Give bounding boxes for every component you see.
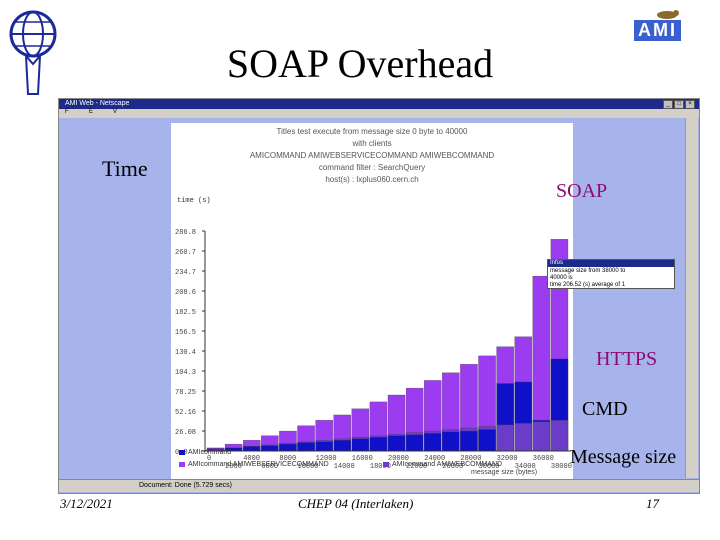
x-tick-label: 14000 — [334, 463, 355, 471]
y-tick-label: 104.3 — [175, 369, 196, 377]
legend-item-2: AMIcommand AMIWEBSERVICECOMMAND — [179, 461, 329, 468]
window-title: AMI Web - Netscape — [65, 100, 130, 107]
annotation-soap: SOAP — [556, 180, 608, 202]
legend-swatch-1 — [179, 449, 185, 455]
bar — [315, 441, 333, 452]
atlas-logo — [9, 10, 57, 95]
menu-item-file[interactable]: F — [65, 109, 69, 115]
y-tick-label: 286.8 — [175, 229, 196, 237]
bar — [478, 429, 496, 452]
footer-page: 17 — [646, 496, 659, 511]
x-tick-label: 22000 — [406, 463, 427, 471]
y-tick-label: 156.5 — [175, 329, 196, 337]
bar — [550, 420, 569, 452]
legend-label-1: AMIcommand — [188, 449, 232, 456]
bar-chart: 0.026.0852.1678.25104.3130.4156.5182.520… — [175, 229, 572, 476]
x-tick-label: 28000 — [460, 455, 481, 463]
x-axis-label: message size (bytes) — [471, 469, 537, 476]
bar — [279, 443, 297, 452]
bar — [297, 442, 315, 452]
x-tick-label: 16000 — [352, 455, 373, 463]
x-tick-label: 24000 — [424, 455, 445, 463]
y-tick-label: 182.5 — [175, 309, 196, 317]
x-tick-label: 30000 — [479, 463, 500, 471]
info-tooltip: Infos message size from 38000 to 40000 i… — [547, 259, 675, 289]
y-tick-label: 52.16 — [175, 409, 196, 417]
browser-window: AMI Web - Netscape _ □ × F E V Titles te… — [58, 98, 700, 494]
bar — [387, 435, 406, 452]
y-tick-label: 26.08 — [175, 429, 196, 437]
window-titlebar: AMI Web - Netscape _ □ × — [59, 99, 699, 109]
legend-label-3: AMIcommand AMIWEBCOMMAND — [392, 461, 503, 468]
ami-logo: AMI — [630, 8, 702, 42]
tooltip-line-1: message size from 38000 to — [550, 268, 626, 274]
y-tick-label: 234.7 — [175, 269, 196, 277]
tooltip-body: message size from 38000 to 40000 is time… — [548, 267, 674, 290]
status-bar: Document: Done (5.729 secs) — [59, 479, 699, 492]
bar — [369, 437, 388, 452]
menu-item-edit[interactable]: E — [89, 109, 94, 115]
x-tick-label: 20000 — [388, 455, 409, 463]
y-axis-label: time (s) — [177, 197, 211, 205]
legend-item-1: AMIcommand — [179, 449, 231, 456]
menu-item-view[interactable]: V — [113, 109, 118, 115]
chart-title-line-4: command filter : SearchQuery — [318, 163, 426, 172]
bar — [496, 424, 514, 452]
legend-swatch-3 — [383, 461, 389, 467]
bar — [261, 445, 279, 452]
bar — [351, 438, 370, 452]
bar — [442, 431, 460, 452]
y-tick-label: 130.4 — [175, 349, 196, 357]
y-tick-label: 208.6 — [175, 289, 196, 297]
bar — [243, 446, 261, 452]
x-tick-label: 32000 — [497, 455, 518, 463]
x-tick-label: 34000 — [515, 463, 536, 471]
bar — [460, 430, 478, 452]
y-tick-label: 260.7 — [175, 249, 196, 257]
bar — [514, 423, 532, 452]
tooltip-line-3: time 206.52 (s) average of 1 — [550, 282, 626, 288]
tooltip-header: Infos — [548, 260, 674, 267]
bar — [424, 433, 442, 452]
x-tick-label: 18000 — [370, 463, 391, 471]
chart-title-line-5: host(s) : lxplus060.cern.ch — [325, 175, 419, 184]
x-tick-label: 2000 — [225, 463, 242, 471]
annotation-time: Time — [102, 156, 148, 181]
menu-bar: F E V — [59, 109, 699, 118]
chart-title-line-1: Titles test execute from message size 0 … — [276, 127, 468, 136]
x-tick-label: 36000 — [533, 455, 554, 463]
bar — [333, 440, 351, 452]
ami-logo-text: AMI — [634, 20, 681, 41]
legend-swatch-2 — [179, 461, 185, 467]
annotation-https: HTTPS — [596, 348, 658, 370]
y-tick-label: 78.25 — [175, 389, 196, 397]
footer-date: 3/12/2021 — [60, 496, 113, 511]
annotation-message-size: Message size — [570, 446, 677, 468]
slide-title: SOAP Overhead — [226, 41, 494, 86]
x-tick-label: 6000 — [261, 463, 278, 471]
legend-label-2: AMIcommand AMIWEBSERVICECOMMAND — [188, 461, 329, 468]
maximize-button[interactable]: □ — [674, 100, 684, 109]
x-tick-label: 10000 — [298, 463, 319, 471]
chart-title-line-2: with clients — [352, 139, 392, 148]
footer-center: CHEP 04 (Interlaken) — [298, 496, 414, 511]
x-tick-label: 4000 — [243, 455, 260, 463]
x-tick-label: 0 — [207, 455, 211, 463]
status-text: Document: Done (5.729 secs) — [139, 482, 232, 489]
chart-panel: Titles test execute from message size 0 … — [171, 123, 573, 479]
bar — [532, 421, 551, 452]
annotation-cmd: CMD — [582, 398, 628, 420]
vertical-scrollbar[interactable] — [685, 118, 698, 478]
x-tick-label: 26000 — [442, 463, 463, 471]
tooltip-line-2: 40000 is — [550, 275, 573, 281]
close-button[interactable]: × — [685, 100, 695, 109]
x-tick-label: 8000 — [279, 455, 296, 463]
bar — [405, 434, 424, 452]
bird-icon — [657, 10, 679, 19]
x-tick-label: 12000 — [316, 455, 337, 463]
legend-item-3: AMIcommand AMIWEBCOMMAND — [383, 461, 502, 468]
minimize-button[interactable]: _ — [663, 100, 673, 109]
chart-title-line-3: AMICOMMAND AMIWEBSERVICECOMMAND AMIWEBCO… — [249, 151, 495, 160]
x-tick-label: 38000 — [551, 463, 572, 471]
